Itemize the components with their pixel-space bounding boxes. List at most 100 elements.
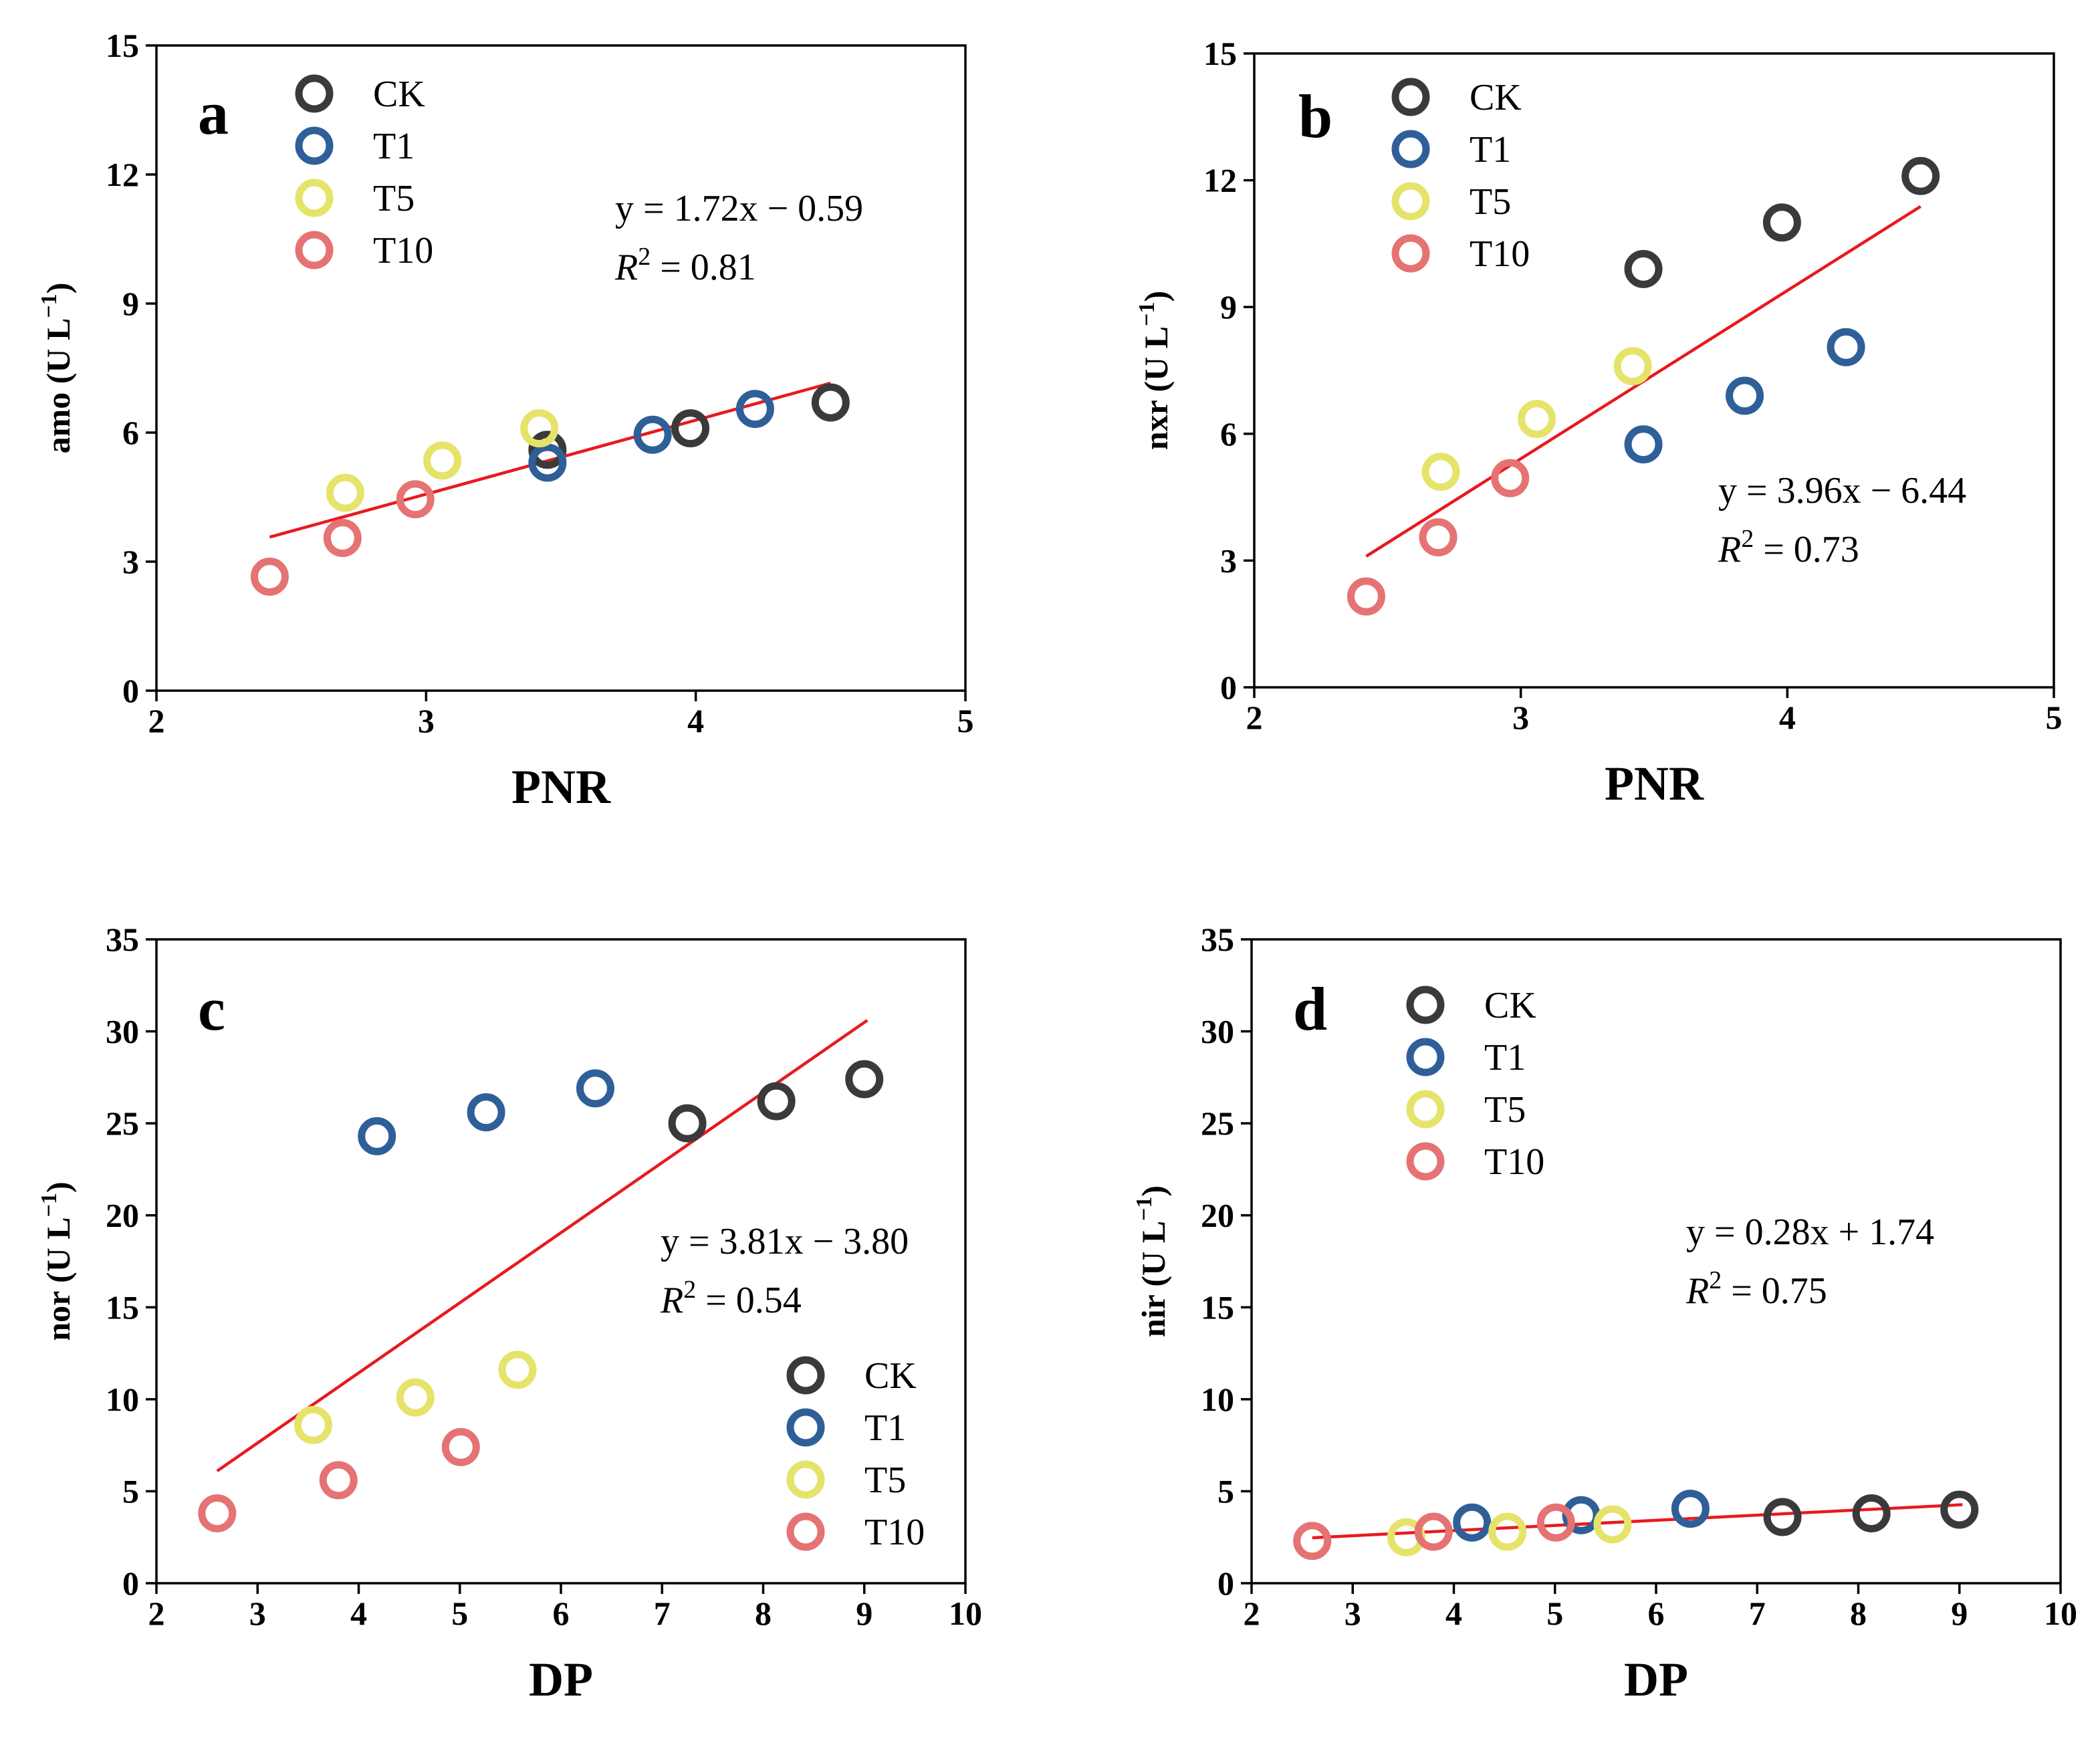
x-tick-label: 2: [1246, 699, 1263, 736]
panel-c: 2 3 4 5 6 7 8 9 10 0 5 10 15 20 25 30 35 DP nor (U L−1) c CK…: [37, 921, 982, 1706]
x-tick-label: 5: [957, 702, 974, 739]
x-tick-label: 9: [1951, 1595, 1968, 1632]
data-point-t10: [1347, 577, 1385, 616]
data-point-t5: [294, 1405, 332, 1444]
y-tick-label: 15: [106, 27, 139, 64]
data-point-ck: [668, 1104, 707, 1143]
y-axis-label-close: ): [1137, 291, 1175, 302]
y-tick-label: 15: [1203, 35, 1237, 72]
x-tick-label: 3: [1345, 1595, 1361, 1632]
x-tick-label: 3: [249, 1595, 266, 1632]
data-point-t5: [326, 473, 364, 512]
legend-label: T10: [373, 230, 433, 271]
legend-label: T1: [1484, 1037, 1526, 1078]
data-point-t10: [1419, 518, 1457, 557]
r-squared: R2 = 0.75: [1685, 1266, 1827, 1312]
y-tick-label: 6: [1220, 415, 1237, 453]
panel-b: 2 3 4 5 0 3 6 9 12 15 PNR nxr (U L−1) b CK T1 T5 T10 y = …: [1135, 35, 2063, 810]
data-point-t10: [441, 1427, 480, 1466]
x-tick-label: 4: [350, 1595, 367, 1632]
legend-marker-t1: [1406, 1038, 1445, 1076]
legend-marker-ck: [786, 1356, 825, 1395]
legend-marker-ck: [1406, 986, 1445, 1024]
data-point-t5: [1518, 400, 1556, 439]
legend-label: T10: [864, 1512, 925, 1553]
x-tick-label: 5: [451, 1595, 468, 1632]
data-point-t1: [1726, 376, 1764, 415]
data-point-t10: [1414, 1512, 1453, 1551]
y-tick-label: 5: [1217, 1472, 1234, 1510]
y-tick-label: 6: [122, 414, 139, 451]
x-tick-label: 5: [1546, 1595, 1563, 1632]
x-tick-label: 10: [2044, 1595, 2077, 1632]
data-point-t10: [1293, 1522, 1332, 1560]
x-axis-label: DP: [1624, 1653, 1688, 1706]
y-tick-label: 10: [1201, 1381, 1234, 1418]
data-point-t1: [576, 1069, 614, 1108]
r-squared: R2 = 0.81: [614, 243, 756, 288]
r-squared-value: = 0.81: [651, 247, 756, 288]
x-tick-label: 3: [1512, 699, 1529, 736]
y-tick-label: 35: [1201, 921, 1234, 958]
panel-label: b: [1298, 82, 1332, 150]
y-tick-label: 25: [1201, 1105, 1234, 1142]
y-axis-label-sup: −1: [37, 1193, 62, 1217]
y-axis-label-unit: (U L: [1135, 1221, 1172, 1287]
data-point-t1: [358, 1117, 396, 1155]
data-point-ck: [528, 431, 567, 469]
r-squared-value: = 0.54: [696, 1280, 802, 1321]
y-axis-label-name: nxr: [1137, 400, 1175, 450]
data-point-t1: [633, 415, 672, 454]
y-axis-label-sup: −1: [1135, 302, 1159, 326]
y-tick-label: 9: [1220, 288, 1237, 326]
y-axis-label-close: ): [39, 1181, 77, 1193]
data-point-ck: [845, 1060, 884, 1098]
data-point-t1: [528, 443, 567, 482]
legend-label: T1: [864, 1407, 906, 1449]
regression-equation: y = 3.81x − 3.80: [661, 1221, 909, 1262]
data-point-t10: [323, 519, 362, 558]
y-tick-label: 30: [1201, 1013, 1234, 1050]
data-point-ck: [1901, 156, 1940, 195]
legend-marker-t1: [786, 1408, 825, 1447]
data-point-ck: [1763, 1498, 1802, 1536]
legend-marker-t5: [786, 1460, 825, 1499]
legend: CK T1 T5 T10: [1406, 985, 1544, 1183]
x-tick-label: 2: [148, 1595, 165, 1632]
r-squared: R2 = 0.73: [1718, 525, 1859, 570]
y-tick-label: 15: [106, 1288, 139, 1326]
legend: CK T1 T5 T10: [1391, 77, 1530, 275]
r-squared-sup: 2: [638, 243, 651, 271]
r-squared: R2 = 0.54: [660, 1276, 802, 1321]
legend-label: T10: [1470, 233, 1530, 275]
y-tick-label: 5: [122, 1472, 139, 1510]
data-point-t5: [1613, 347, 1652, 386]
data-point-t1: [1624, 425, 1663, 464]
y-axis-label-sup: −1: [37, 294, 62, 318]
y-axis-label-sup: −1: [1132, 1197, 1157, 1221]
r-squared-symbol: R: [1718, 529, 1741, 570]
x-tick-label: 8: [755, 1595, 772, 1632]
legend-label: CK: [373, 74, 425, 115]
legend-marker-t1: [1391, 130, 1430, 168]
x-tick-label: 7: [654, 1595, 671, 1632]
y-tick-label: 0: [1217, 1565, 1234, 1602]
data-point-t1: [1453, 1503, 1492, 1542]
data-point-t10: [198, 1494, 237, 1532]
y-axis-label: nir (U L−1): [1132, 1185, 1172, 1337]
legend-label: T1: [1470, 129, 1511, 170]
y-axis-label-space: [39, 384, 77, 392]
panel-label: a: [198, 79, 229, 147]
x-tick-label: 4: [687, 702, 704, 739]
y-tick-label: 0: [122, 1565, 139, 1602]
data-point-t5: [1421, 453, 1460, 491]
regression-equation: y = 0.28x + 1.74: [1686, 1211, 1934, 1253]
r-squared-value: = 0.73: [1754, 529, 1859, 570]
regression-equation: y = 1.72x − 0.59: [615, 188, 863, 229]
legend-label: T5: [1484, 1089, 1526, 1131]
legend: CK T1 T5 T10: [295, 74, 433, 271]
data-point-ck: [757, 1082, 796, 1121]
data-point-ck: [811, 383, 850, 422]
x-tick-label: 9: [856, 1595, 872, 1632]
